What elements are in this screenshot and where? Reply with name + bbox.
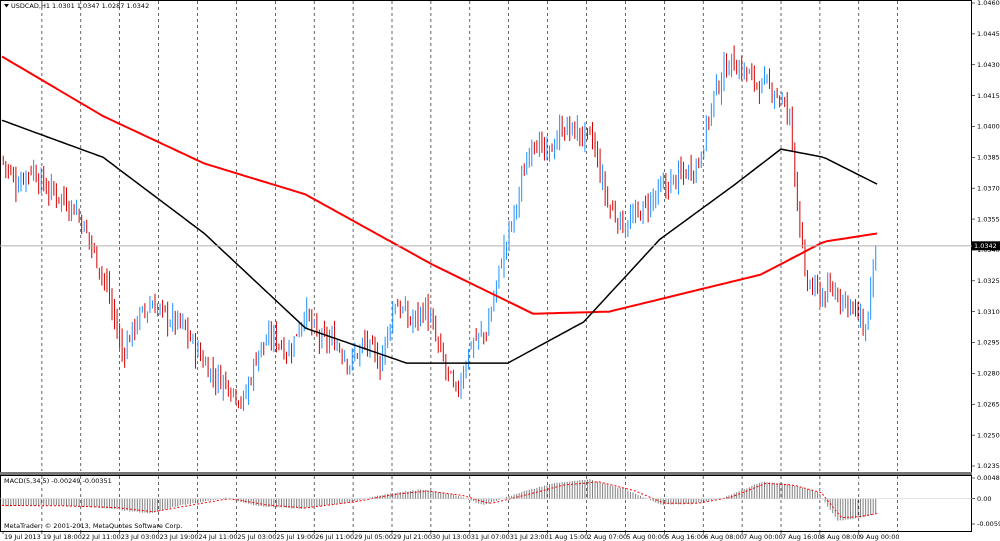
- time-axis-label: 31 Jul 07:00: [471, 533, 510, 541]
- time-axis-label: 2 Aug 07:00: [588, 533, 628, 541]
- price-axis-label: 1.0385: [977, 154, 1000, 162]
- moving-average-red: [1, 55, 878, 315]
- time-axis-label: 29 Jul 21:00: [393, 533, 432, 541]
- time-axis-label: 6 Aug 08:00: [704, 533, 744, 541]
- time-axis-label: 5 Aug 16:00: [665, 533, 705, 541]
- price-axis-label: 1.0460: [977, 0, 1000, 7]
- chart-title: USDCAD,H1 1.0301 1.0347 1.0287 1.0342: [11, 2, 149, 10]
- macd-title: MACD(5,34,5) -0.00249 -0.00351: [4, 477, 112, 485]
- time-axis-label: 7 Aug 16:00: [782, 533, 822, 541]
- price-axis-label: 1.0250: [977, 431, 1000, 439]
- price-axis[interactable]: 1.0460 1.0445 1.0430 1.0415 1.0400 1.0385 1.03…: [972, 0, 1000, 470]
- current-price-label: 1.0342: [974, 242, 997, 250]
- price-axis-label: 1.0445: [977, 30, 1000, 38]
- macd-axis-label: 0.00488: [977, 474, 1000, 482]
- time-axis-label: 24 Jul 11:00: [199, 533, 238, 541]
- current-price-tag: 1.0342: [972, 241, 1000, 251]
- price-axis-label: 1.0415: [977, 92, 1000, 100]
- copyright-text: MetaTrader, © 2001-2013, MetaQuotes Soft…: [4, 522, 182, 530]
- time-axis-label: 1 Aug 15:00: [549, 533, 589, 541]
- price-axis-label: 1.0370: [977, 184, 1000, 192]
- macd-signal-line: [1, 481, 878, 519]
- price-panel-frame: [0, 0, 972, 473]
- time-axis-label: 26 Jul 11:00: [315, 533, 354, 541]
- time-axis-label: 5 Aug 00:00: [626, 533, 666, 541]
- time-axis-label: 19 Jul 18:00: [43, 533, 82, 541]
- candles: [2, 45, 877, 412]
- price-axis-label: 1.0235: [977, 462, 1000, 470]
- time-axis-label: 23 Jul 19:00: [160, 533, 199, 541]
- time-axis-label: 23 Jul 03:00: [121, 533, 160, 541]
- time-axis-label: 7 Aug 00:00: [743, 533, 783, 541]
- time-axis-label: 22 Jul 11:00: [82, 533, 121, 541]
- moving-average-black: [1, 119, 878, 364]
- price-axis-label: 1.0355: [977, 215, 1000, 223]
- price-axis-label: 1.0400: [977, 123, 1000, 131]
- time-axis-label: 9 Aug 00:00: [860, 533, 900, 541]
- time-axis-label: 25 Jul 03:00: [237, 533, 276, 541]
- time-axis-label: 19 Jul 2013: [4, 533, 41, 541]
- price-axis-label: 1.0325: [977, 277, 1000, 285]
- price-axis-label: 1.0430: [977, 61, 1000, 69]
- macd-histogram: [2, 479, 877, 521]
- time-axis-label: 30 Jul 13:00: [432, 533, 471, 541]
- macd-axis-label: -0.00599: [977, 520, 1000, 528]
- time-axis-label: 31 Jul 23:00: [510, 533, 549, 541]
- macd-axis-label: 0.00: [977, 495, 991, 503]
- macd-axis[interactable]: 0.00488 0.00 -0.00599: [972, 474, 1000, 528]
- triangle-down-icon[interactable]: [4, 4, 9, 8]
- price-axis-label: 1.0265: [977, 400, 1000, 408]
- price-axis-label: 1.0280: [977, 370, 1000, 378]
- time-axis-label: 29 Jul 05:00: [354, 533, 393, 541]
- time-axis-label: 8 Aug 08:00: [821, 533, 861, 541]
- price-axis-label: 1.0310: [977, 308, 1000, 316]
- price-axis-label: 1.0295: [977, 339, 1000, 347]
- time-axis-label: 25 Jul 19:00: [276, 533, 315, 541]
- time-axis[interactable]: 19 Jul 2013 19 Jul 18:00 22 Jul 11:00 23 Ju…: [2, 531, 900, 541]
